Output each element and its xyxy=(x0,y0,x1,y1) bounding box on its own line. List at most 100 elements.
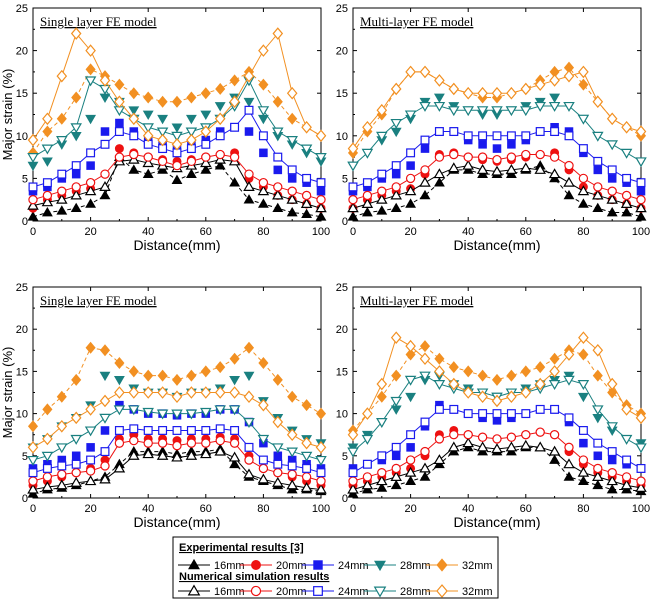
data-point xyxy=(448,377,460,391)
data-point xyxy=(316,468,326,478)
data-point xyxy=(549,430,560,440)
data-point xyxy=(478,140,487,149)
y-tick-label: 15 xyxy=(16,88,28,100)
data-point xyxy=(564,131,574,141)
data-point xyxy=(491,443,503,454)
data-point xyxy=(478,409,488,419)
data-point xyxy=(71,467,81,478)
data-point xyxy=(316,178,326,188)
data-point xyxy=(99,371,111,382)
series-line xyxy=(32,347,322,427)
data-point xyxy=(449,404,459,414)
data-point xyxy=(348,182,358,192)
data-point xyxy=(142,123,154,134)
x-tick-label: 80 xyxy=(577,226,589,238)
x-tick-label: 100 xyxy=(312,503,330,515)
data-point xyxy=(201,438,211,448)
data-point xyxy=(549,365,560,378)
data-point xyxy=(27,153,39,164)
data-point xyxy=(71,373,82,386)
x-tick-label: 40 xyxy=(142,503,154,515)
y-tick-label: 20 xyxy=(16,324,28,336)
legend-label: 16mm xyxy=(214,560,245,572)
chart-panel-4: 0 20 40 60 80 100 0 5 10 15 20 25 Multi-layer FE mod… xyxy=(336,282,650,530)
data-point xyxy=(115,118,124,128)
data-point xyxy=(171,138,183,151)
data-point xyxy=(56,390,67,403)
data-point xyxy=(70,434,82,445)
data-point xyxy=(549,454,561,464)
data-point xyxy=(406,430,416,440)
data-point xyxy=(56,69,68,83)
data-point xyxy=(100,447,110,457)
x-tick-label: 40 xyxy=(462,226,474,238)
data-point xyxy=(506,131,516,141)
data-point xyxy=(113,462,126,473)
data-point xyxy=(27,483,39,494)
data-point xyxy=(361,148,374,159)
data-point xyxy=(42,463,52,473)
data-point xyxy=(434,352,445,365)
y-tick-label: 20 xyxy=(16,46,28,58)
data-point xyxy=(129,435,139,446)
data-point xyxy=(578,144,588,154)
data-point xyxy=(362,178,372,188)
data-point xyxy=(56,112,67,125)
y-tick-label: 25 xyxy=(336,282,348,294)
x-tick-label: 60 xyxy=(520,226,532,238)
data-point xyxy=(99,413,111,424)
data-point xyxy=(301,120,312,134)
data-point xyxy=(577,198,589,208)
data-point xyxy=(620,148,633,159)
data-point xyxy=(347,161,359,172)
data-point xyxy=(157,369,168,382)
data-point xyxy=(520,162,532,173)
data-point xyxy=(287,186,297,196)
data-point xyxy=(347,202,359,213)
data-point xyxy=(448,82,460,96)
data-point xyxy=(215,149,225,160)
x-axis-label: Distance(mm) xyxy=(453,514,540,530)
data-point xyxy=(228,405,241,416)
data-point xyxy=(577,392,589,403)
data-point xyxy=(405,475,417,485)
data-point xyxy=(186,133,197,147)
data-point xyxy=(243,418,255,428)
data-point xyxy=(316,195,326,205)
data-point xyxy=(419,101,431,112)
legend-item-num-20mm: 20mm xyxy=(240,585,307,598)
data-point xyxy=(592,343,604,357)
data-point xyxy=(606,140,618,151)
data-point xyxy=(243,371,255,382)
data-point xyxy=(592,405,604,416)
data-point xyxy=(492,434,502,444)
data-point xyxy=(114,95,125,109)
legend-item-exp-32mm: 32mm xyxy=(426,558,493,572)
data-point xyxy=(114,426,124,435)
data-point xyxy=(99,394,111,408)
data-point xyxy=(229,74,240,87)
data-point xyxy=(229,177,241,187)
data-point xyxy=(606,475,618,486)
data-point xyxy=(563,458,575,469)
data-point xyxy=(492,144,502,153)
x-tick-label: 0 xyxy=(350,503,356,515)
data-point xyxy=(185,168,197,178)
data-point xyxy=(200,157,212,168)
legend-item-exp-24mm: 24mm xyxy=(302,560,369,572)
data-point xyxy=(391,169,401,179)
data-point xyxy=(376,482,388,492)
data-point xyxy=(215,424,225,434)
y-tick-label: 0 xyxy=(342,216,348,228)
data-point xyxy=(362,190,373,201)
data-point xyxy=(243,390,255,404)
data-point xyxy=(593,182,603,192)
data-point xyxy=(244,105,254,115)
x-tick-label: 40 xyxy=(462,503,474,515)
data-point xyxy=(259,148,268,158)
data-point xyxy=(549,352,560,365)
data-point xyxy=(635,411,647,425)
data-point xyxy=(391,442,401,452)
data-point xyxy=(433,380,446,390)
chart-panel-1: 0 20 40 60 80 100 0 5 10 15 20 25 Single layer FE mo… xyxy=(0,3,330,253)
